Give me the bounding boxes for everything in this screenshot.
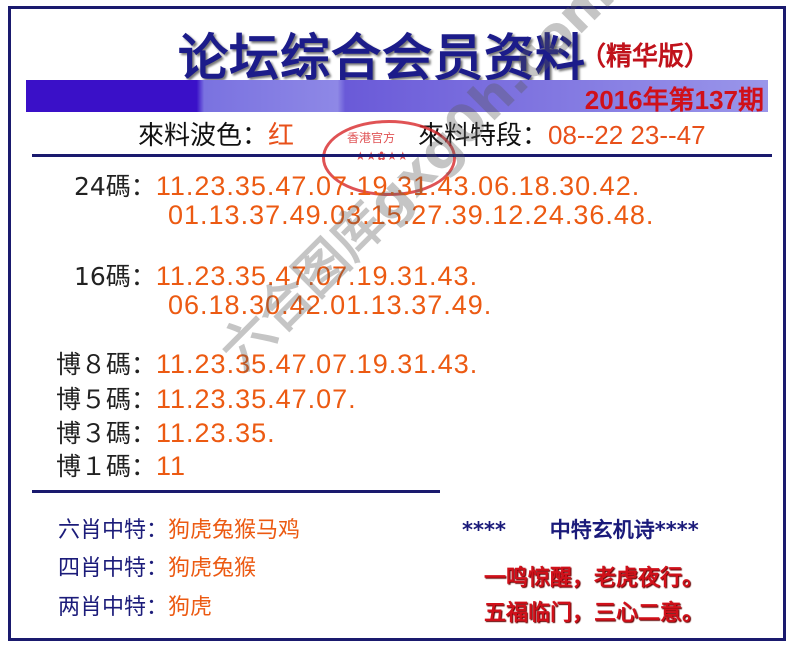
zodiac-label: 四肖中特： bbox=[58, 556, 169, 581]
segment-value: 08--22 23--47 bbox=[548, 120, 706, 150]
poem-line: 一鸣惊醒，老虎夜行。 bbox=[484, 566, 705, 591]
numbers: 06.18.30.42.01.13.37.49. bbox=[168, 290, 493, 320]
zodiac-value: 狗虎兔猴 bbox=[168, 556, 257, 581]
zodiac-six: 六肖中特：狗虎兔猴马鸡 bbox=[58, 512, 300, 544]
row-24: 24碼：11.23.35.47.07.19.31.43.06.18.30.42. bbox=[74, 167, 640, 203]
row-24-cont: 01.13.37.49.03.15.27.39.12.24.36.48. bbox=[168, 200, 654, 231]
numbers: 11.23.35.47.07.19.31.43.06.18.30.42. bbox=[155, 171, 641, 201]
numbers: 11.23.35.47.07.19.31.43. bbox=[155, 261, 479, 291]
row-label: 博１碼： bbox=[56, 452, 157, 481]
row-bo5: 博５碼：11.23.35.47.07. bbox=[56, 380, 357, 416]
wave-color: 來料波色：红 bbox=[138, 115, 294, 152]
row-bo3: 博３碼：11.23.35. bbox=[56, 414, 276, 450]
numbers: 11.23.35.47.07. bbox=[156, 384, 357, 414]
header-bar bbox=[26, 80, 768, 112]
poem-line: 五福临门，三心二意。 bbox=[484, 601, 705, 626]
divider bbox=[32, 154, 772, 157]
numbers: 11.23.35. bbox=[156, 418, 276, 448]
stamp-text: 香港官方 bbox=[347, 131, 396, 145]
row-bo1: 博１碼：11 bbox=[56, 447, 186, 483]
row-label: 16碼： bbox=[74, 262, 156, 291]
row-label: 博５碼： bbox=[56, 385, 157, 414]
row-16-cont: 06.18.30.42.01.13.37.49. bbox=[168, 290, 492, 321]
row-16: 16碼：11.23.35.47.07.19.31.43. bbox=[74, 257, 478, 293]
edition-label: （精华版） bbox=[580, 42, 711, 72]
poem-title: **** 中特玄机诗**** bbox=[462, 518, 699, 542]
issue-number: 2016年第137期 bbox=[584, 85, 764, 115]
numbers: 11 bbox=[156, 451, 187, 481]
zodiac-value: 狗虎 bbox=[168, 595, 213, 620]
wave-label: 來料波色： bbox=[138, 121, 269, 151]
zodiac-value: 狗虎兔猴马鸡 bbox=[168, 518, 301, 543]
row-label: 博３碼： bbox=[56, 419, 157, 448]
row-label: 24碼： bbox=[74, 172, 156, 201]
numbers: 01.13.37.49.03.15.27.39.12.24.36.48. bbox=[168, 200, 655, 230]
wave-value: 红 bbox=[268, 120, 295, 150]
numbers: 11.23.35.47.07.19.31.43. bbox=[156, 349, 479, 379]
divider bbox=[32, 490, 440, 493]
row-bo8: 博８碼：11.23.35.47.07.19.31.43. bbox=[56, 345, 478, 381]
row-label: 博８碼： bbox=[56, 350, 157, 379]
zodiac-label: 六肖中特： bbox=[58, 518, 169, 543]
zodiac-four: 四肖中特：狗虎兔猴 bbox=[58, 550, 256, 582]
zodiac-label: 两肖中特： bbox=[58, 595, 169, 620]
page-title: 论坛综合会员资料 bbox=[178, 29, 586, 87]
zodiac-two: 两肖中特：狗虎 bbox=[58, 589, 212, 621]
